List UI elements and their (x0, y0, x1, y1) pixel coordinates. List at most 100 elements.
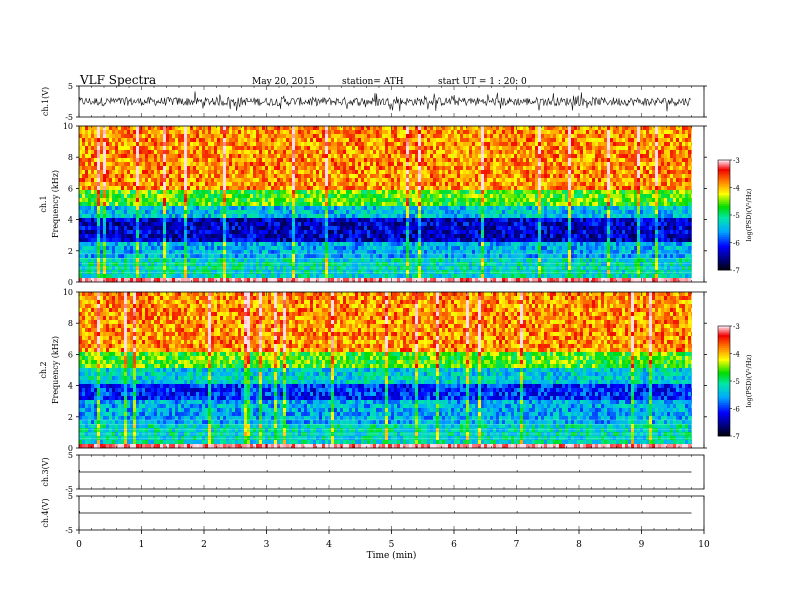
ch1-spectrogram-cell (328, 146, 331, 150)
ch1-spectrogram-cell (232, 262, 235, 266)
ch1-spectrogram-cell (445, 186, 448, 190)
ch1-spectrogram-cell (130, 126, 133, 130)
ch1-spectrogram-cell (82, 142, 85, 146)
ch1-spectrogram-cell (142, 138, 145, 142)
ch1-spectrogram-cell (430, 166, 433, 170)
ch1-spectrogram-cell (262, 178, 265, 182)
ch1-spectrogram-cell (331, 138, 334, 142)
ch1-spectrogram-cell (274, 230, 277, 234)
ch1-spectrogram-cell (250, 154, 253, 158)
ch1-spectrogram-cell (391, 262, 394, 266)
ch1-spectrogram-cell (403, 154, 406, 158)
ch1-spectrogram-cell (370, 154, 373, 158)
ch1-spectrogram-cell (187, 146, 190, 150)
ch1-spectrogram-cell (124, 210, 127, 214)
ch1-spectrogram-cell (205, 254, 208, 258)
ch1-spectrogram-cell (169, 178, 172, 182)
ch1-spectrogram-cell (424, 146, 427, 150)
ch1-spectrogram-cell (454, 134, 457, 138)
ch1-spectrogram-cell (379, 126, 382, 130)
ch1-spectrogram-cell (163, 186, 166, 190)
ch1-spectrogram-cell (142, 142, 145, 146)
ch1-spectrogram-cell (289, 210, 292, 214)
ch1-spectrogram-cell (319, 246, 322, 250)
ch1-spectrogram-cell (112, 230, 115, 234)
ch1-spectrogram-cell (388, 246, 391, 250)
ch1-spectrogram-cell (109, 182, 112, 186)
ch1-spectrogram-cell (193, 146, 196, 150)
ch1-spectrogram-cell (127, 186, 130, 190)
ch1-spectrogram-cell (331, 198, 334, 202)
ch1-spectrogram-cell (277, 178, 280, 182)
ch1-spectrogram-cell (253, 138, 256, 142)
ch1-spectrogram-cell (265, 186, 268, 190)
ch1-spectrogram-cell (145, 222, 148, 226)
ch1-spectrogram-cell (367, 130, 370, 134)
ch1-spectrogram-cell (133, 190, 136, 194)
ch1-spectrogram-cell (91, 150, 94, 154)
ch1-spectrogram-cell (340, 194, 343, 198)
ch1-spectrogram-cell (121, 230, 124, 234)
ch1-spectrogram-cell (283, 234, 286, 238)
ch1-spectrogram-cell (112, 154, 115, 158)
ch1-spectrogram-cell (316, 198, 319, 202)
ch1-spectrogram-cell (343, 130, 346, 134)
ch1-spectrogram-cell (373, 170, 376, 174)
ch1-spectrogram-cell (136, 222, 139, 226)
ch1-spectrogram-cell (325, 274, 328, 278)
ch1-spectrogram-cell (148, 242, 151, 246)
ch1-spectrogram-cell (274, 178, 277, 182)
ch1-spectrogram-cell (178, 162, 181, 166)
ch1-spectrogram-cell (325, 194, 328, 198)
ch1-spectrogram-cell (262, 218, 265, 222)
ch1-spectrogram-cell (268, 254, 271, 258)
ch1-spectrogram-cell (250, 234, 253, 238)
ch1-spectrogram-cell (232, 194, 235, 198)
ch1-spectrogram-cell (307, 194, 310, 198)
ch1-spectrogram-cell (286, 186, 289, 190)
ch1-spectrogram-cell (418, 246, 421, 250)
ch1-spectrogram-cell (283, 274, 286, 278)
ch1-spectrogram-cell (310, 230, 313, 234)
ch1-spectrogram-cell (442, 150, 445, 154)
ch1-spectrogram-cell (208, 182, 211, 186)
ch1-spectrogram-cell (202, 142, 205, 146)
ch1-spectrogram-cell (85, 218, 88, 222)
ch1-spectrogram-cell (319, 242, 322, 246)
ch1-spectrogram-cell (340, 218, 343, 222)
ch1-spectrogram-cell (430, 138, 433, 142)
ch1-spectrogram-cell (328, 142, 331, 146)
ch1-spectrogram-cell (262, 166, 265, 170)
ch1-spectrogram-cell (331, 222, 334, 226)
ch1-spectrogram-cell (370, 274, 373, 278)
ch1-spectrogram-cell (379, 218, 382, 222)
ch1-spectrogram-cell (184, 158, 187, 162)
ch1-spectrogram-cell (391, 230, 394, 234)
ch1-spectrogram-cell (289, 198, 292, 202)
ch1-spectrogram-cell (226, 198, 229, 202)
ch1-spectrogram-cell (280, 146, 283, 150)
ch1-spectrogram-cell (337, 242, 340, 246)
ch1-spectrogram-cell (202, 218, 205, 222)
ch1-spectrogram-cell (82, 246, 85, 250)
ch1-spectrogram-cell (118, 218, 121, 222)
ch1-spectrogram-cell (151, 142, 154, 146)
ch1-spectrogram-cell (211, 130, 214, 134)
ch1-spectrogram-cell (340, 150, 343, 154)
ch1-spectrogram-cell (211, 174, 214, 178)
ch1-spectrogram-cell (346, 182, 349, 186)
ch1-spectrogram-cell (103, 178, 106, 182)
ch1-spectrogram-cell (79, 210, 82, 214)
ch1-spectrogram-cell (361, 230, 364, 234)
ch1-spectrogram-cell (310, 170, 313, 174)
ch1-spectrogram-cell (397, 126, 400, 130)
ch1-spectrogram-cell (136, 190, 139, 194)
ch1-spectrogram-cell (244, 194, 247, 198)
ch1-spectrogram-cell (232, 246, 235, 250)
ch1-spectrogram-cell (238, 154, 241, 158)
ch1-spectrogram-cell (388, 230, 391, 234)
ch1-spectrogram-cell (139, 130, 142, 134)
ch1-spectrogram-cell (364, 202, 367, 206)
ch1-spectrogram-cell (403, 194, 406, 198)
ch1-spectrogram-cell (169, 162, 172, 166)
